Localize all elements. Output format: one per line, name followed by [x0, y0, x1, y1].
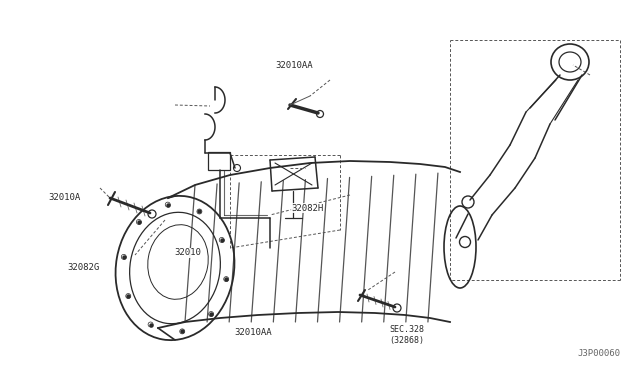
Text: 32010A: 32010A [48, 193, 80, 202]
Text: SEC.328
(32868): SEC.328 (32868) [389, 325, 424, 344]
Text: 32010AA: 32010AA [234, 328, 271, 337]
Text: 32010AA: 32010AA [275, 61, 313, 70]
Text: 32082H: 32082H [291, 204, 323, 213]
Bar [208, 152, 230, 170]
Text: J3P00060: J3P00060 [577, 349, 620, 358]
Text: 32010: 32010 [175, 248, 202, 257]
Text: 32082G: 32082G [67, 263, 99, 272]
